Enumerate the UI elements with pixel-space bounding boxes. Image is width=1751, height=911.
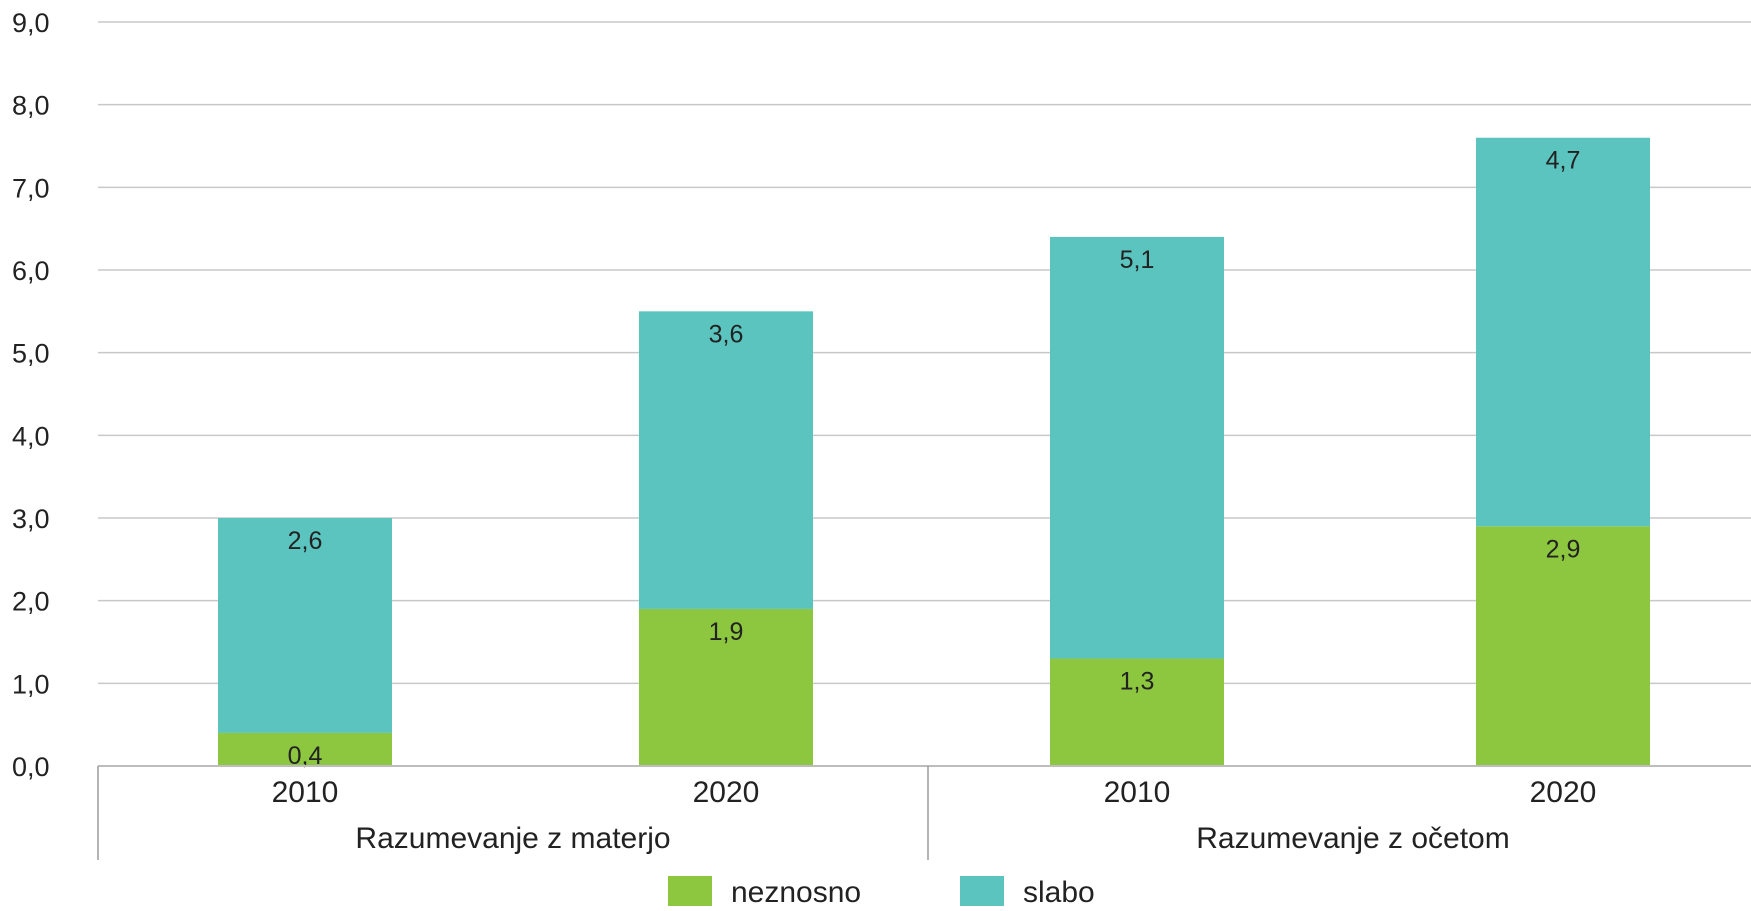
- x-tick-label: 2010: [272, 776, 339, 809]
- y-tick-label: 9,0: [12, 8, 50, 38]
- bar-slabo-2: [1050, 236, 1224, 659]
- y-tick-label: 1,0: [12, 669, 50, 699]
- data-label-neznosno-1: 1,9: [709, 618, 744, 646]
- bar-slabo-0: [218, 518, 392, 733]
- bar-slabo-1: [639, 311, 813, 609]
- bar-slabo-3: [1476, 137, 1650, 527]
- data-label-slabo-1: 3,6: [709, 320, 744, 348]
- bars: 0,42,61,93,61,35,12,94,7: [218, 137, 1650, 770]
- x-tick-label: 2020: [693, 776, 760, 809]
- y-tick-label: 3,0: [12, 504, 50, 534]
- data-label-neznosno-3: 2,9: [1546, 535, 1581, 563]
- bar-neznosno-2: [1050, 658, 1224, 766]
- legend-swatch-slabo: [960, 876, 1004, 906]
- legend-label-slabo: slabo: [1023, 876, 1095, 909]
- data-label-slabo-2: 5,1: [1120, 246, 1155, 274]
- y-tick-label: 4,0: [12, 421, 50, 451]
- y-tick-label: 0,0: [12, 752, 50, 782]
- legend-label-neznosno: neznosno: [731, 876, 861, 909]
- x-axis: 2010 2020 2010 2020 Razumevanje z materjo Raz…: [97, 765, 1751, 860]
- group-label: Razumevanje z očetom: [1196, 822, 1509, 855]
- bar-neznosno-0: [218, 732, 392, 766]
- legend-swatch-neznosno: [668, 876, 712, 906]
- y-tick-label: 5,0: [12, 339, 50, 369]
- data-label-neznosno-2: 1,3: [1120, 668, 1155, 696]
- y-tick-label: 7,0: [12, 173, 50, 203]
- x-tick-label: 2020: [1530, 776, 1597, 809]
- y-tick-label: 2,0: [12, 587, 50, 617]
- y-tick-label: 6,0: [12, 256, 50, 286]
- data-label-slabo-3: 4,7: [1546, 147, 1581, 175]
- y-tick-label: 8,0: [12, 91, 50, 121]
- bar-neznosno-1: [639, 608, 813, 766]
- data-label-slabo-0: 2,6: [288, 527, 323, 555]
- bar-neznosno-3: [1476, 526, 1650, 766]
- y-axis: 0,0 1,0 2,0 3,0 4,0 5,0 6,0 7,0 8,0 9,0: [12, 8, 50, 782]
- x-tick-label: 2010: [1104, 776, 1171, 809]
- group-label: Razumevanje z materjo: [355, 822, 670, 855]
- legend: neznosno slabo: [668, 876, 1095, 909]
